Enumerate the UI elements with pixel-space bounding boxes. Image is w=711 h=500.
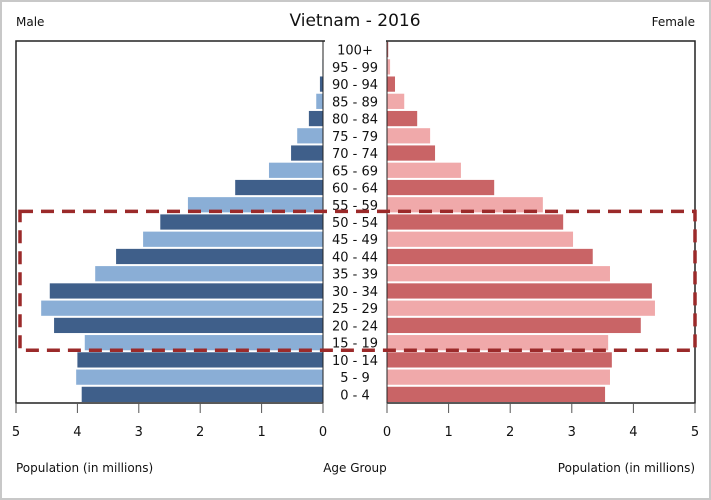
male-bar (41, 300, 323, 316)
male-bar (76, 369, 323, 385)
age-group-label: 50 - 54 (332, 216, 378, 231)
male-bar (291, 145, 323, 161)
age-group-label: 25 - 29 (332, 302, 378, 317)
male-tick-label: 3 (135, 425, 143, 440)
female-bar (387, 317, 641, 334)
male-bar (84, 335, 323, 351)
age-group-label: 5 - 9 (340, 371, 370, 386)
x-axis-label-right: Population (in millions) (558, 461, 695, 475)
female-bar (387, 197, 543, 213)
age-group-label: 90 - 94 (332, 78, 378, 93)
age-group-label: 95 - 99 (332, 61, 378, 76)
age-group-label: 40 - 44 (332, 250, 378, 265)
female-bar (387, 335, 609, 351)
highlight-box (18, 209, 697, 353)
male-label: Male (16, 15, 44, 29)
female-bar (387, 76, 396, 92)
female-bar (387, 214, 564, 230)
female-tick-label: 4 (629, 425, 637, 440)
male-bar (308, 110, 323, 127)
female-bar (387, 300, 655, 316)
female-axis-frame (386, 40, 696, 404)
male-bar (95, 266, 324, 282)
female-bar (387, 386, 606, 402)
male-bar (187, 197, 323, 213)
male-tick-label: 1 (257, 425, 265, 440)
male-bar (235, 179, 323, 196)
male-bar (319, 76, 323, 92)
male-bar (81, 386, 323, 402)
male-tick-label: 5 (12, 425, 20, 440)
male-bar (268, 162, 323, 178)
female-bar (387, 128, 431, 144)
age-group-label: 75 - 79 (332, 130, 378, 145)
male-axis-frame (15, 40, 325, 404)
female-tick-label: 1 (444, 425, 452, 440)
x-axis-label-center: Age Group (323, 461, 387, 475)
age-group-label: 15 - 19 (332, 337, 378, 352)
male-tick-label: 4 (73, 425, 81, 440)
age-group-label: 20 - 24 (332, 319, 378, 334)
age-group-label: 100+ (337, 44, 373, 59)
male-bar (49, 283, 324, 299)
age-group-label: 45 - 49 (332, 233, 378, 248)
male-bar (297, 128, 323, 144)
age-group-label: 10 - 14 (332, 354, 378, 369)
female-bar (387, 352, 612, 368)
male-bar (316, 93, 323, 109)
female-bar (387, 266, 610, 282)
age-group-label: 70 - 74 (332, 147, 378, 162)
male-bar (143, 231, 323, 247)
chart-title: Vietnam - 2016 (289, 11, 420, 31)
age-group-label: 85 - 89 (332, 95, 378, 110)
age-group-label: 0 - 4 (340, 388, 370, 403)
female-bar (387, 369, 610, 385)
female-bar (387, 59, 391, 75)
female-bar (387, 283, 652, 299)
female-bar (387, 162, 461, 178)
female-bar (387, 93, 405, 109)
female-bar (387, 248, 593, 265)
female-label: Female (652, 15, 695, 29)
age-group-label: 30 - 34 (332, 285, 378, 300)
female-bar (387, 110, 418, 127)
female-bar (387, 231, 574, 247)
female-tick-label: 0 (383, 425, 391, 440)
age-group-label: 35 - 39 (332, 268, 378, 283)
age-group-label: 80 - 84 (332, 113, 378, 128)
male-tick-label: 0 (319, 425, 327, 440)
female-bar (387, 42, 389, 58)
female-tick-label: 3 (568, 425, 576, 440)
female-tick-label: 5 (691, 425, 699, 440)
male-bar (54, 317, 324, 334)
x-axis-label-left: Population (in millions) (16, 461, 153, 475)
female-bar (387, 179, 495, 196)
female-bar (387, 145, 436, 161)
age-group-label: 60 - 64 (332, 182, 378, 197)
female-tick-label: 2 (506, 425, 514, 440)
male-bar (116, 248, 323, 265)
male-bar (77, 352, 324, 368)
male-bar (160, 214, 323, 230)
male-tick-label: 2 (196, 425, 204, 440)
age-group-label: 65 - 69 (332, 164, 378, 179)
